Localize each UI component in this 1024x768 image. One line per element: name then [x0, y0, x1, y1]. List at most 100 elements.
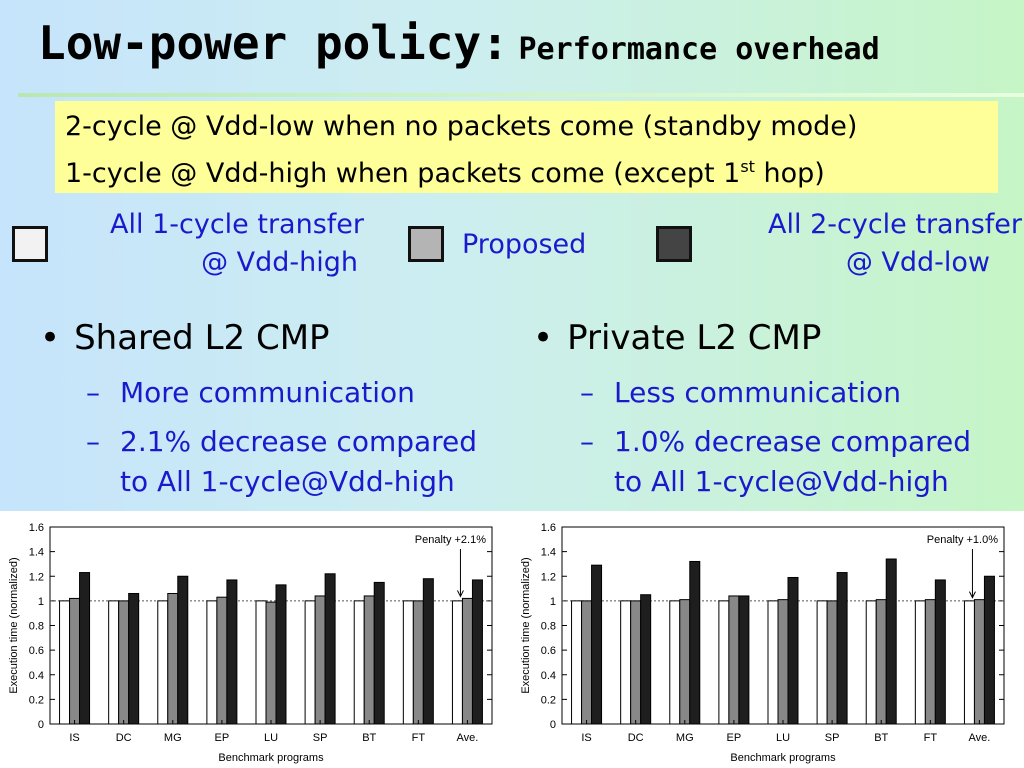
x-tick-label: FT: [924, 732, 938, 744]
bar: [108, 600, 120, 725]
bar: [865, 600, 877, 725]
bar: [216, 596, 228, 725]
bar: [363, 595, 375, 725]
bar: [304, 600, 316, 725]
x-tick-label: IS: [69, 732, 79, 744]
y-tick-label: 1.4: [29, 547, 44, 559]
sub-item-private-decrease: – 1.0% decrease compared to All 1-cycle@…: [580, 422, 972, 502]
legend-swatch-all-2-cycle: [656, 226, 692, 262]
penalty-annotation: Penalty +2.1%: [415, 534, 486, 546]
x-tick-label: DC: [628, 732, 644, 744]
chart-shared-l2: 0 0.2 0.4 0.6 0.8 1 1.2 1.4 1.6 IS DC MG EP LU SP BT FT A…: [8, 522, 493, 764]
legend-label-line: All 2-cycle transfer: [768, 209, 1022, 240]
y-tick-label: 0.4: [29, 670, 44, 682]
legend-label-all-1-cycle: All 1-cycle transfer @ Vdd-high: [56, 206, 364, 282]
bullet-shared-l2: • Shared L2 CMP: [40, 318, 330, 358]
bar: [275, 584, 287, 725]
y-tick-label: 1.2: [541, 571, 556, 583]
bar: [314, 595, 326, 725]
legend-label-all-2-cycle: All 2-cycle transfer @ Vdd-low: [706, 206, 1022, 282]
y-tick-label: 1: [38, 596, 44, 608]
bar: [875, 599, 887, 725]
bar: [226, 579, 238, 725]
x-tick-label: BT: [874, 732, 888, 744]
dash-glyph: –: [580, 376, 594, 409]
bar: [451, 600, 463, 725]
bar: [167, 592, 179, 725]
y-tick-label: 0.2: [541, 694, 556, 706]
y-tick-label: 0.8: [29, 621, 44, 633]
bullet-private-l2: • Private L2 CMP: [533, 318, 821, 358]
x-axis-label: Benchmark programs: [218, 752, 324, 764]
bar: [836, 572, 848, 725]
x-tick-label: MG: [164, 732, 182, 744]
bar: [412, 600, 424, 725]
legend-label-proposed: Proposed: [462, 226, 586, 264]
bar: [353, 600, 365, 725]
legend-label-line: @ Vdd-high: [201, 247, 358, 278]
bar: [59, 600, 71, 725]
legend-swatch-all-1-cycle: [12, 226, 48, 262]
bar: [177, 575, 189, 725]
bar: [738, 595, 750, 725]
bar: [963, 600, 975, 725]
chart-private-l2: 0 0.2 0.4 0.6 0.8 1 1.2 1.4 1.6 IS DC MG EP LU SP BT FT A…: [520, 522, 1005, 764]
bar: [324, 573, 336, 725]
x-tick-label: SP: [825, 732, 840, 744]
y-tick-label: 1: [550, 596, 556, 608]
bar: [461, 597, 473, 725]
bar: [118, 600, 130, 725]
dash-glyph: –: [580, 425, 594, 458]
x-tick-label: BT: [362, 732, 376, 744]
bullet-text: Private L2 CMP: [567, 318, 822, 358]
y-tick-label: 0: [38, 719, 44, 731]
policy-note-line-1: 2-cycle @ Vdd-low when no packets come (…: [65, 111, 858, 142]
x-tick-label: MG: [676, 732, 694, 744]
bar: [787, 576, 799, 725]
x-tick-label: FT: [412, 732, 426, 744]
dash-glyph: –: [86, 376, 100, 409]
legend-swatch-proposed: [408, 226, 444, 262]
sub-item-text: More communication: [120, 376, 415, 409]
bullet-text: Shared L2 CMP: [74, 318, 330, 358]
penalty-arrowhead: [456, 590, 464, 598]
bar: [128, 592, 140, 725]
bullet-dot: •: [40, 318, 61, 358]
bar: [591, 564, 603, 725]
bar: [422, 578, 434, 725]
y-tick-label: 0: [550, 719, 556, 731]
x-tick-label: LU: [264, 732, 278, 744]
bar: [826, 600, 838, 725]
y-tick-label: 0.8: [541, 621, 556, 633]
bar: [767, 600, 779, 725]
bullet-dot: •: [533, 318, 554, 358]
bar: [669, 600, 681, 725]
bar: [679, 599, 691, 725]
title-divider: [18, 93, 1024, 97]
sub-item-text: 1.0% decrease compared: [614, 425, 972, 458]
bar: [265, 601, 277, 725]
chart-panel-private-l2: 0 0.2 0.4 0.6 0.8 1 1.2 1.4 1.6 IS DC MG EP LU SP BT FT A…: [512, 511, 1024, 768]
sub-item-text: to All 1-cycle@Vdd-high: [614, 465, 949, 498]
slide-title-main: Low-power policy:: [38, 16, 509, 70]
legend-label-line: All 1-cycle transfer: [110, 209, 364, 240]
penalty-annotation: Penalty +1.0%: [927, 534, 998, 546]
bar: [777, 599, 789, 725]
bar: [571, 600, 583, 725]
y-tick-label: 0.6: [29, 645, 44, 657]
policy-note-line-2: 1-cycle @ Vdd-high when packets come (ex…: [65, 147, 988, 194]
bar: [914, 600, 926, 725]
bar: [934, 579, 946, 725]
bar: [471, 579, 483, 725]
bar: [373, 581, 385, 725]
y-tick-label: 1.4: [541, 547, 556, 559]
bar: [816, 600, 828, 725]
note-line-2-tail: hop): [754, 158, 825, 189]
bar: [581, 600, 593, 725]
y-tick-label: 1.2: [29, 571, 44, 583]
chart-panel-shared-l2: 0 0.2 0.4 0.6 0.8 1 1.2 1.4 1.6 IS DC MG EP LU SP BT FT A…: [0, 511, 512, 768]
x-tick-label: LU: [776, 732, 790, 744]
x-tick-label: DC: [116, 732, 132, 744]
sub-item-text: Less communication: [614, 376, 901, 409]
bar: [728, 595, 740, 725]
